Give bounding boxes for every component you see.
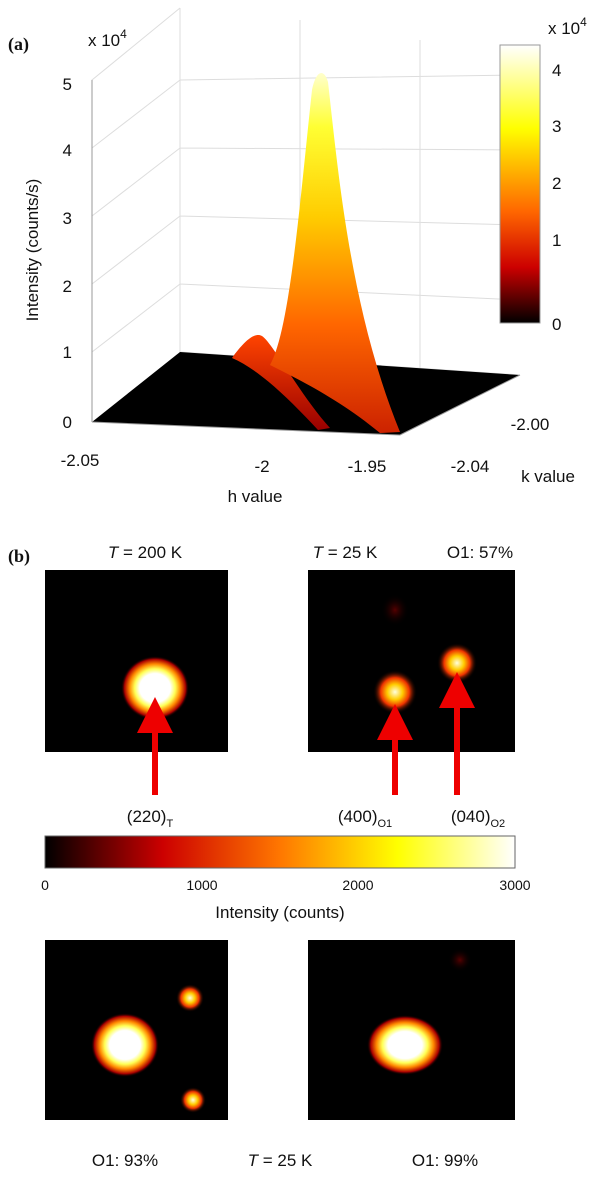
image <box>308 570 515 752</box>
colorbar <box>44 835 516 869</box>
floor <box>92 352 520 435</box>
colorbar-tick-label: 3000 <box>499 877 530 893</box>
image-title: T = 25 K <box>248 1151 313 1170</box>
main-peak <box>270 72 400 434</box>
h-axis-label: h value <box>228 487 283 506</box>
peak-label: (400)O1 <box>338 807 392 830</box>
image <box>45 570 228 752</box>
z-tick-label: 0 <box>63 413 72 432</box>
small-peak <box>232 334 330 430</box>
h-tick-label: -2.05 <box>61 451 100 470</box>
colorbar-tick-label: 3 <box>552 117 561 136</box>
z-ticks: 0 1 2 3 4 5 <box>63 75 72 432</box>
image-title: T = 25 K <box>313 543 378 562</box>
colorbar-tick-label: 2 <box>552 174 561 193</box>
colorbar-tick-label: 0 <box>41 877 49 893</box>
z-tick-label: 1 <box>63 343 72 362</box>
arrows <box>137 672 475 795</box>
colorbar-tick-label: 2000 <box>342 877 373 893</box>
z-axis-label: Intensity (counts/s) <box>23 179 42 322</box>
z-multiplier: x 104 <box>88 27 127 50</box>
colorbar-tick-label: 0 <box>552 315 561 334</box>
image-fraction: O1: 93% <box>92 1151 158 1170</box>
z-tick-label: 2 <box>63 277 72 296</box>
image-fraction: O1: 57% <box>447 543 513 562</box>
peak-label: (040)O2 <box>451 807 505 830</box>
colorbar <box>499 44 541 324</box>
colorbar-tick-label: 4 <box>552 61 561 80</box>
panel-label: (b) <box>8 546 30 567</box>
z-tick-label: 4 <box>63 141 72 160</box>
image <box>308 940 515 1120</box>
image <box>45 940 228 1120</box>
panel-label: (a) <box>8 34 29 55</box>
h-tick-label: -2 <box>254 457 269 476</box>
colorbar-multiplier: x 104 <box>548 15 587 38</box>
k-axis-label: k value <box>521 467 575 486</box>
colorbar-tick-label: 1000 <box>186 877 217 893</box>
image-title: T = 200 K <box>108 543 183 562</box>
base-axes <box>91 374 521 436</box>
colorbar-tick-label: 1 <box>552 231 561 250</box>
peak-label: (220)T <box>127 807 174 830</box>
k-tick-label: -2.00 <box>511 415 550 434</box>
k-tick-label: -2.04 <box>451 457 490 476</box>
z-tick-label: 3 <box>63 209 72 228</box>
image-fraction: O1: 99% <box>412 1151 478 1170</box>
colorbar-label: Intensity (counts) <box>215 903 344 922</box>
axes-3d <box>91 7 521 436</box>
z-tick-label: 5 <box>63 75 72 94</box>
h-tick-label: -1.95 <box>348 457 387 476</box>
